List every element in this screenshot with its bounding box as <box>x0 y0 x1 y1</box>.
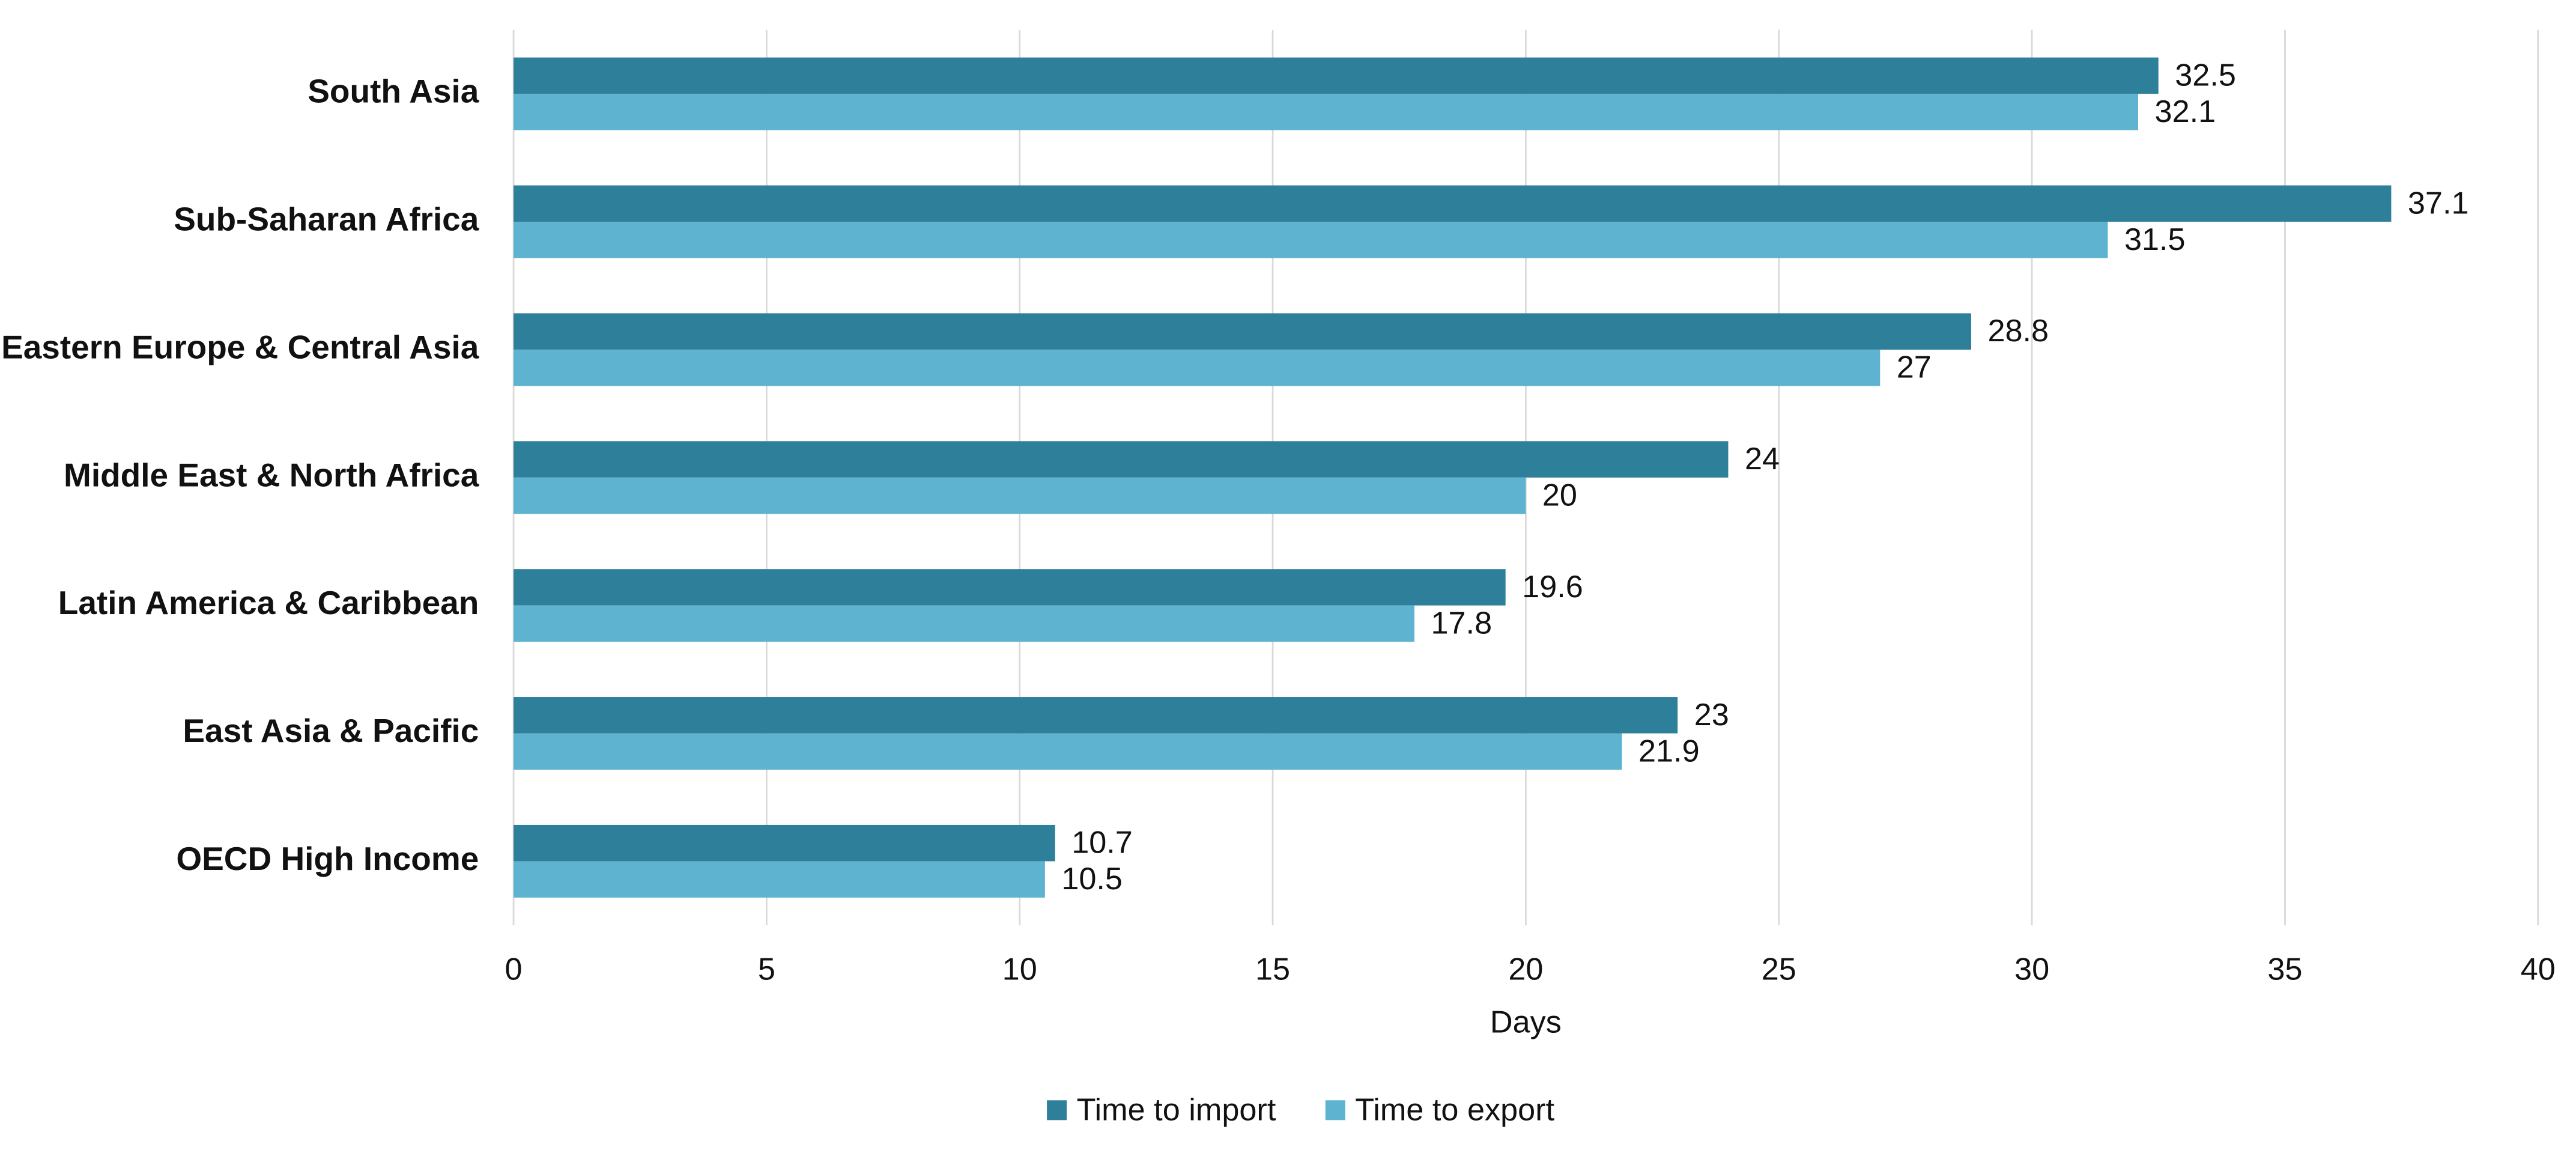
data-label: 28.8 <box>1987 314 2049 348</box>
bar <box>514 697 1678 734</box>
x-tick-label: 10 <box>1002 952 1037 987</box>
data-label: 37.1 <box>2408 186 2469 221</box>
bar <box>514 441 1729 478</box>
y-tick-label: Middle East & North Africa <box>64 456 479 493</box>
y-tick-label: East Asia & Pacific <box>183 712 479 749</box>
bar <box>514 569 1506 606</box>
data-label: 10.5 <box>1061 862 1123 896</box>
data-label: 10.7 <box>1071 826 1133 860</box>
data-label: 24 <box>1745 442 1780 476</box>
x-tick-label: 5 <box>758 952 775 987</box>
data-label: 31.5 <box>2124 222 2186 257</box>
x-tick-label: 30 <box>2014 952 2049 987</box>
x-tick-label: 35 <box>2267 952 2302 987</box>
bar <box>514 861 1045 898</box>
data-label: 32.1 <box>2155 94 2216 129</box>
legend-label: Time to import <box>1077 1092 1276 1127</box>
x-tick-label: 15 <box>1255 952 1290 987</box>
bar <box>514 185 2392 222</box>
data-label: 23 <box>1694 698 1729 732</box>
x-axis-title: Days <box>1490 1005 1562 1040</box>
x-tick-label: 25 <box>1762 952 1796 987</box>
bar <box>514 57 2159 94</box>
bar <box>514 605 1415 642</box>
x-tick-label: 0 <box>505 952 523 987</box>
data-label: 19.6 <box>1522 570 1583 604</box>
bar <box>514 733 1622 770</box>
bar <box>514 477 1526 514</box>
data-label: 21.9 <box>1638 734 1700 768</box>
bar <box>514 349 1880 386</box>
y-tick-label: South Asia <box>308 73 479 110</box>
legend-swatch <box>1325 1100 1345 1121</box>
data-label: 32.5 <box>2175 58 2236 93</box>
x-tick-label: 20 <box>1508 952 1543 987</box>
legend-swatch <box>1047 1100 1067 1121</box>
x-tick-label: 40 <box>2521 952 2556 987</box>
y-tick-label: Sub-Saharan Africa <box>174 201 479 238</box>
y-tick-label: Eastern Europe & Central Asia <box>1 328 479 365</box>
bar <box>514 222 2108 258</box>
y-tick-label: Latin America & Caribbean <box>58 584 479 621</box>
legend-label: Time to export <box>1355 1092 1554 1127</box>
y-tick-label: OECD High Income <box>176 840 479 877</box>
bar <box>514 94 2139 130</box>
bar <box>514 824 1055 862</box>
bar <box>514 313 1971 350</box>
data-label: 17.8 <box>1431 606 1493 640</box>
data-label: 27 <box>1897 350 1932 385</box>
data-label: 20 <box>1542 478 1577 513</box>
